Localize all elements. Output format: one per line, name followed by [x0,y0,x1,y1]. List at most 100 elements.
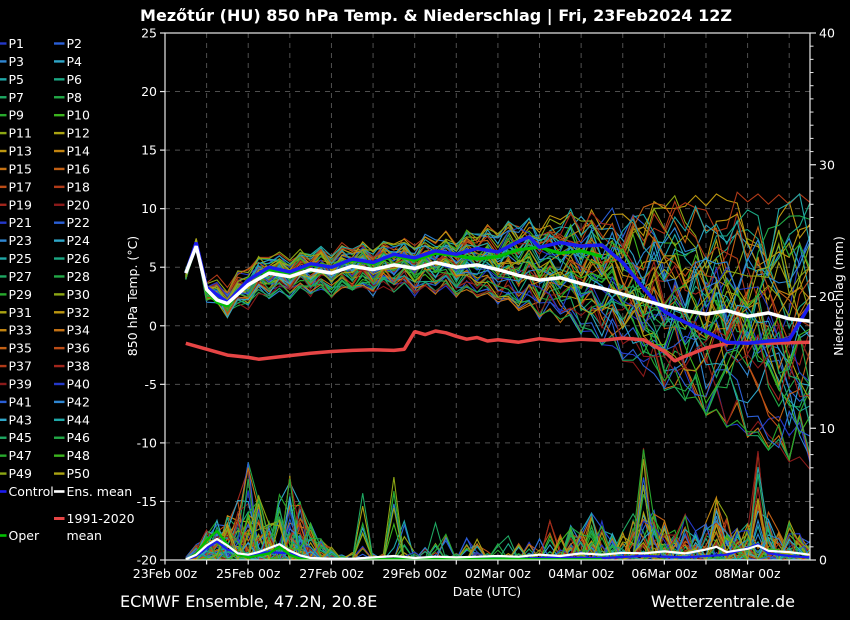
ensemble-member-precip-line-p38 [185,477,810,560]
ensemble-member-precip-line-p14 [185,514,810,560]
ensemble-member-temp-line-p44 [185,193,810,309]
legend-item-p33: P33 [9,323,32,338]
ensemble-member-temp-line-p49 [185,238,810,330]
y-right-tick-label: 10 [819,421,835,436]
legend-item-p38: P38 [67,359,90,374]
legend-item-p12: P12 [67,126,90,141]
control-temp-line [184,235,810,346]
ensemble-member-precip-line-p46 [185,494,810,560]
legend-item-p1: P1 [9,36,25,51]
legend-item-p8: P8 [67,90,83,105]
ensemble-member-temp-line-p34 [185,241,810,371]
footer-branding: Wetterzentrale.de [651,592,795,611]
legend-item-p28: P28 [67,269,90,284]
legend-item-p49: P49 [9,466,32,481]
legend-item-p25: P25 [9,251,32,266]
legend-item-p31: P31 [9,305,32,320]
legend-item-p6: P6 [67,72,83,87]
ensemble-member-precip-line-p41 [185,477,810,560]
ensemble-member-temp-line-p46 [185,245,810,418]
ensemble-member-precip-line-p42 [185,503,810,560]
legend-item-p30: P30 [67,287,90,302]
y-left-tick-label: -20 [137,553,157,568]
axis-layer: -20 -15 -10 -5 0 5 10 15 20 25 0 10 20 30 40 23Feb 00z 2… [133,26,835,582]
ensemble-member-precip-line-p35 [185,503,810,560]
y-right-tick-label: 40 [819,26,835,41]
legend-item-p50: P50 [67,466,90,481]
legend-item-p20: P20 [67,197,90,212]
x-axis-tick-label: 04Mar 00z [548,566,614,581]
legend-item-climate-mean-line2: mean [67,528,102,543]
ensemble-member-precip-line-p40 [185,508,810,560]
legend-item-control: Control [9,484,54,499]
footer-model-info: ECMWF Ensemble, 47.2N, 20.8E [120,592,377,611]
x-axis-tick-label: 25Feb 00z [216,566,281,581]
oper-precip-line [185,530,602,560]
y-left-tick-label: 0 [149,318,157,333]
y-left-tick-label: 5 [149,260,157,275]
legend-item-p22: P22 [67,215,90,230]
y-left-tick-label: 15 [141,143,157,158]
legend-item-p2: P2 [67,36,83,51]
y-left-tick-label: 25 [141,26,157,41]
x-axis-tick-label: 06Mar 00z [631,566,697,581]
legend-item-p10: P10 [67,108,90,123]
legend-item-p9: P9 [9,108,25,123]
legend-item-p36: P36 [67,341,90,356]
y-left-tick-label: -5 [145,377,157,392]
legend-item-p5: P5 [9,72,25,87]
ensemble-member-precip-line-p31 [185,475,810,560]
legend-item-p41: P41 [9,394,32,409]
legend-item-p48: P48 [67,448,90,463]
ensemble-member-temp-line-p39 [185,241,810,380]
legend-item-p14: P14 [67,144,90,159]
legend-item-p26: P26 [67,251,90,266]
y-left-axis-title: 850 hPa Temp. (°C) [125,236,140,356]
y-left-tick-label: -15 [137,494,157,509]
legend-item-p13: P13 [9,144,32,159]
x-axis-tick-label: 27Feb 00z [299,566,364,581]
legend-item-p35: P35 [9,341,32,356]
y-left-tick-label: 10 [141,201,157,216]
legend-item-p47: P47 [9,448,32,463]
ens-mean-precip-line [185,537,810,560]
ensemble-member-precip-line-p30 [185,459,810,560]
x-axis-title: Date (UTC) [453,584,521,599]
y-right-tick-label: 0 [819,553,827,568]
ensemble-member-temp-line-p3 [185,243,810,458]
legend: P1 P2 P3 P4 P5 P6 P7 P8 P9 P10 P11 P12 P13 P14 P15 P16 P… [0,36,135,543]
x-axis-tick-label: 08Mar 00z [715,566,781,581]
ensemble-member-temp-line-p30 [185,207,810,319]
legend-item-p43: P43 [9,412,32,427]
y-right-tick-label: 20 [819,289,835,304]
legend-item-p44: P44 [67,412,90,427]
climate-mean-temp-line [185,329,810,363]
legend-item-oper: Oper [9,528,40,543]
legend-item-p45: P45 [9,430,32,445]
legend-item-p46: P46 [67,430,90,445]
legend-item-p34: P34 [67,323,90,338]
legend-item-p32: P32 [67,305,90,320]
legend-item-p19: P19 [9,197,32,212]
legend-item-p3: P3 [9,54,25,69]
legend-item-climate-mean: 1991-2020 [67,511,135,526]
ensemble-member-precip-line-p39 [185,504,810,560]
y-right-tick-label: 30 [819,157,835,172]
ensemble-member-precip-line-p28 [185,478,810,560]
legend-item-p24: P24 [67,233,90,248]
legend-item-ens-mean: Ens. mean [67,484,133,499]
legend-item-p7: P7 [9,90,25,105]
legend-item-p27: P27 [9,269,32,284]
ens-mean-temp-line [184,245,810,323]
ensemble-member-precip-line-p48 [185,512,810,560]
y-left-tick-label: 20 [141,84,157,99]
ensemble-member-precip-line-p49 [185,484,810,560]
x-axis-tick-label: 02Mar 00z [465,566,531,581]
ensemble-member-precip-line-p47 [185,478,810,560]
legend-item-p11: P11 [9,126,32,141]
legend-item-p42: P42 [67,394,90,409]
legend-item-p4: P4 [67,54,83,69]
legend-item-p21: P21 [9,215,32,230]
